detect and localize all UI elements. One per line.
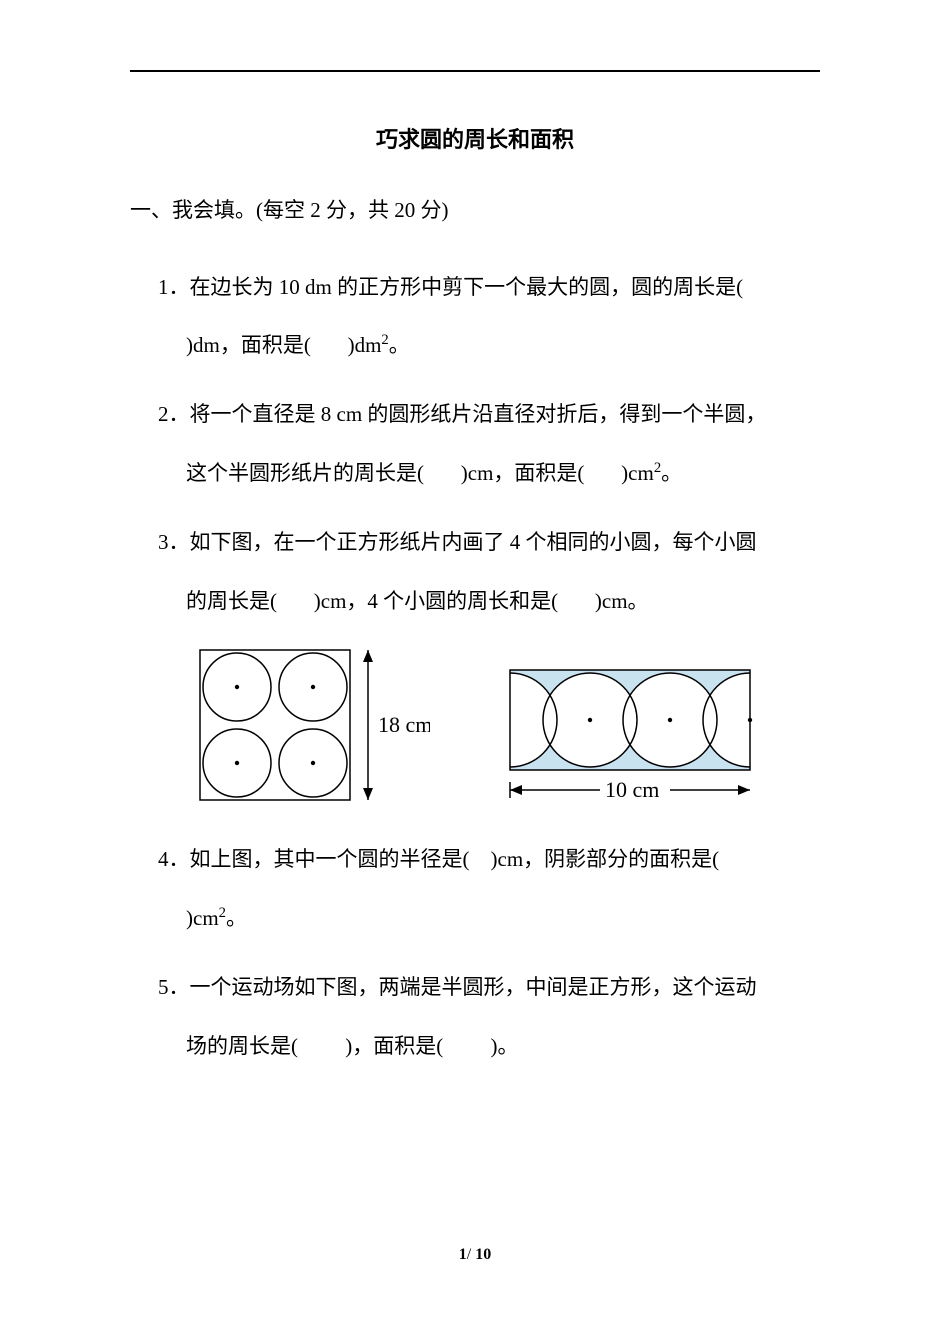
q4-line1-a: 4．如上图，其中一个圆的半径是( [158, 847, 470, 871]
q3-line2-a: 的周长是( [186, 589, 277, 613]
page-title: 巧求圆的周长和面积 [130, 122, 820, 154]
q5-line1: 5．一个运动场如下图，两端是半圆形，中间是正方形，这个运动 [158, 975, 757, 999]
page-footer: 1/ 10 [0, 1246, 950, 1264]
q5-line2-c: )。 [491, 1034, 519, 1058]
top-rule [130, 70, 820, 72]
figure-shaded-circles: 10 cm [500, 660, 770, 810]
q4-sup: 2 [219, 905, 226, 921]
q3-line2-b: )cm，4 个小圆的周长和是( [314, 589, 558, 613]
question-5: 5．一个运动场如下图，两端是半圆形，中间是正方形，这个运动 场的周长是( )，面… [158, 958, 820, 1076]
q2-line1: 2．将一个直径是 8 cm 的圆形纸片沿直径对折后，得到一个半圆， [158, 402, 766, 426]
q3-line2-c: )cm。 [595, 589, 649, 613]
q2-line2-b: )cm，面积是( [461, 461, 585, 485]
footer-total: 10 [475, 1246, 491, 1263]
q4-line1-b: )cm，阴影部分的面积是( [491, 847, 720, 871]
figure-row: 18 cm [190, 640, 820, 810]
q2-line2-d: 。 [661, 461, 682, 485]
q2-line2-a: 这个半圆形纸片的周长是( [186, 461, 424, 485]
question-4: 4．如上图，其中一个圆的半径是( )cm，阴影部分的面积是( )cm2。 [158, 830, 820, 948]
fig2-label: 10 cm [605, 777, 659, 802]
figure-4-circles: 18 cm [190, 640, 430, 810]
question-2: 2．将一个直径是 8 cm 的圆形纸片沿直径对折后，得到一个半圆， 这个半圆形纸… [158, 385, 820, 503]
q4-line2-a: )cm [186, 906, 219, 930]
q4-line2-b: 。 [226, 906, 247, 930]
footer-sep: / [467, 1246, 475, 1263]
q1-line2-c: 。 [389, 333, 410, 357]
q2-line2-c: )cm [621, 461, 654, 485]
q5-line2-a: 场的周长是( [186, 1034, 298, 1058]
fig1-label: 18 cm [378, 712, 430, 737]
section-heading: 一、我会填。(每空 2 分，共 20 分) [130, 194, 820, 228]
footer-page: 1 [459, 1246, 467, 1263]
q3-line1: 3．如下图，在一个正方形纸片内画了 4 个相同的小圆，每个小圆 [158, 530, 757, 554]
q1-line2-a: )dm，面积是( [186, 333, 311, 357]
q5-line2-b: )，面积是( [345, 1034, 443, 1058]
question-1: 1．在边长为 10 dm 的正方形中剪下一个最大的圆，圆的周长是( )dm，面积… [158, 258, 820, 376]
q1-line2-b: )dm [348, 333, 382, 357]
question-3: 3．如下图，在一个正方形纸片内画了 4 个相同的小圆，每个小圆 的周长是( )c… [158, 513, 820, 631]
q1-sup: 2 [381, 332, 388, 348]
q1-line1: 1．在边长为 10 dm 的正方形中剪下一个最大的圆，圆的周长是( [158, 275, 743, 299]
